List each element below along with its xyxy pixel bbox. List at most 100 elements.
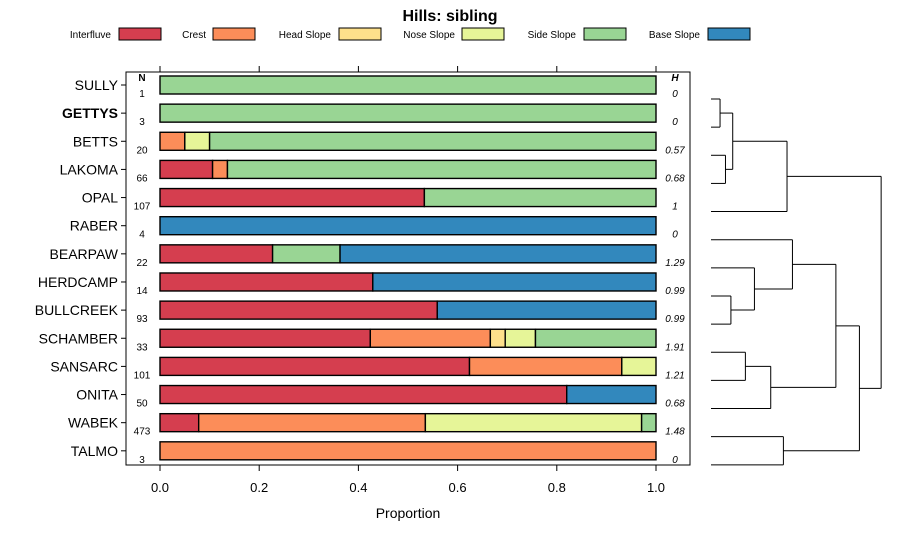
- legend-label: Crest: [182, 30, 206, 41]
- row-h: 0: [672, 89, 678, 100]
- row-h: 0.57: [665, 145, 685, 156]
- x-axis-label: Proportion: [376, 505, 441, 521]
- legend: Interfluve Crest Head Slope Nose Slope Side …: [70, 27, 751, 41]
- row: RABER 4 0: [70, 215, 678, 241]
- bar-segment: [436, 300, 657, 320]
- legend-swatch: [707, 27, 751, 41]
- row: ONITA 50 0.68: [76, 384, 685, 410]
- bar-segment: [159, 356, 471, 377]
- bar-segment: [372, 272, 657, 292]
- bar-segment: [621, 356, 657, 377]
- row-label: WABEK: [68, 415, 119, 431]
- row-label: BEARPAW: [50, 246, 119, 262]
- row-h: 0.99: [665, 286, 685, 297]
- row-label: GETTYS: [62, 105, 118, 121]
- row-label: HERDCAMP: [38, 274, 118, 290]
- row-n: 101: [134, 370, 151, 381]
- bar-segment: [159, 300, 438, 320]
- dendrogram-link: [711, 98, 721, 128]
- bar-segment: [197, 412, 427, 433]
- x-tick-label: 0.8: [548, 480, 566, 495]
- row-n: 3: [139, 455, 145, 466]
- legend-swatch: [338, 27, 382, 41]
- legend-item: Base Slope: [649, 27, 751, 41]
- row: HERDCAMP 14 0.99: [38, 272, 685, 297]
- row-h: 0.68: [665, 173, 685, 184]
- row: SANSARC 101 1.21: [50, 356, 685, 381]
- row-h: 0: [672, 230, 678, 241]
- dendrogram-link: [711, 365, 772, 410]
- bar-segment: [159, 328, 372, 348]
- row-n: 33: [136, 342, 148, 353]
- row: BETTS 20 0.57: [73, 131, 685, 156]
- dendrogram: [711, 98, 882, 466]
- bar-segment: [534, 328, 657, 348]
- x-tick-label: 1.0: [647, 480, 665, 495]
- row-h: 1.21: [665, 370, 684, 381]
- x-tick-label: 0.2: [250, 480, 268, 495]
- bar-segment: [504, 328, 537, 348]
- row-label: SULLY: [75, 77, 119, 93]
- row-label: RABER: [70, 218, 118, 234]
- row-n: 93: [136, 314, 148, 325]
- row: WABEK 473 1.48: [68, 412, 685, 438]
- legend-label: Nose Slope: [403, 30, 455, 41]
- row-n: 20: [136, 145, 148, 156]
- bar-segment: [226, 159, 657, 180]
- row-label: ONITA: [76, 387, 118, 403]
- bar-segment: [468, 356, 623, 377]
- row-h: 1: [672, 202, 678, 213]
- row: LAKOMA 66 0.68: [60, 159, 685, 184]
- dendrogram-link: [711, 140, 788, 213]
- row-h: 1.48: [665, 427, 685, 438]
- bar-segment: [159, 103, 657, 123]
- bar-segment: [566, 384, 657, 405]
- row-label: SCHAMBER: [39, 330, 118, 346]
- row: TALMO 3 0: [71, 441, 678, 466]
- bar-segment: [159, 131, 186, 151]
- legend-label: Interfluve: [70, 30, 112, 41]
- bar-segment: [159, 412, 200, 433]
- bar-segment: [184, 131, 211, 151]
- legend-item: Nose Slope: [403, 27, 505, 41]
- bar-segment: [159, 384, 568, 405]
- bar-segment: [424, 412, 643, 433]
- row-n: 473: [134, 427, 151, 438]
- legend-label: Head Slope: [279, 30, 332, 41]
- row-n: 22: [136, 258, 148, 269]
- row-n: 50: [136, 399, 148, 410]
- dendrogram-link: [787, 175, 882, 389]
- legend-item: Interfluve: [70, 27, 162, 41]
- legend-swatch: [461, 27, 505, 41]
- row-n: 14: [136, 286, 148, 297]
- legend-item: Crest: [182, 27, 256, 41]
- legend-item: Side Slope: [528, 27, 627, 41]
- bar-segment: [369, 328, 492, 348]
- bar-segment: [640, 412, 657, 433]
- bar-segment: [208, 131, 657, 151]
- dendrogram-link: [783, 325, 860, 452]
- dendrogram-link: [711, 295, 732, 325]
- row-label: OPAL: [82, 190, 119, 206]
- legend-label: Side Slope: [528, 30, 577, 41]
- bar-segment: [159, 272, 374, 292]
- plot-frame: [125, 71, 691, 466]
- dendrogram-link: [720, 112, 734, 170]
- bar-segment: [489, 328, 506, 348]
- bar-segment: [159, 159, 214, 180]
- row-n: 1: [139, 89, 145, 100]
- row-n: 107: [134, 202, 151, 213]
- dendrogram-link: [711, 351, 746, 381]
- x-tick-label: 0.4: [349, 480, 367, 495]
- dendrogram-link: [711, 239, 793, 290]
- bar-segment: [159, 187, 426, 208]
- legend-swatch: [212, 27, 256, 41]
- dendrogram-link: [711, 154, 726, 184]
- dendrogram-link: [770, 263, 837, 388]
- row-h: 0: [672, 117, 678, 128]
- row: SULLY 1 0: [75, 75, 678, 100]
- h-header: H: [671, 73, 679, 84]
- dendrogram-link: [711, 267, 755, 311]
- row-h: 0: [672, 455, 678, 466]
- row-label: TALMO: [71, 443, 118, 459]
